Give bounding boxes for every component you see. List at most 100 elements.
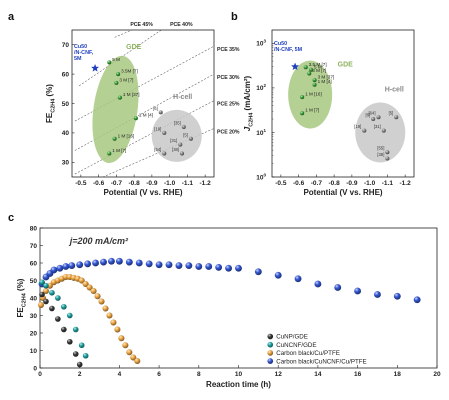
hcell-point: [178, 142, 183, 147]
hcell-point: [385, 150, 390, 155]
series-point-3-ball: [274, 271, 282, 279]
gde-point-ball: [307, 71, 312, 76]
series-point-2-ball: [86, 284, 93, 291]
gde-region: [92, 55, 139, 163]
series-point-0: [54, 316, 61, 322]
series-point-2: [114, 326, 121, 333]
series-point-3: [205, 262, 213, 271]
hcell-point-ball: [188, 136, 194, 141]
series-point-3-ball: [195, 262, 203, 271]
hcell-point: [381, 128, 386, 133]
hcell-point-ball: [394, 115, 399, 120]
panel-letter-b: b: [231, 11, 238, 23]
x-tick-label: 4: [118, 371, 122, 378]
gde-point: [303, 65, 308, 70]
gde-point-ball: [303, 65, 308, 70]
highlight-label: /N-CNF, 5M: [274, 47, 303, 53]
y-tick-label: 70: [30, 243, 38, 250]
legend-marker: [267, 358, 274, 365]
series-point-3-ball: [115, 257, 123, 265]
series-point-3-ball: [205, 262, 213, 271]
y-axis-title: FEC2H4 (%): [45, 84, 57, 123]
series-point-3: [373, 290, 382, 299]
series-point-2-ball: [118, 335, 125, 342]
y-axis-title-sub: C2H4: [22, 292, 28, 307]
hcell-point-label: [6]: [153, 106, 158, 111]
gde-point-label: 5 M: [112, 57, 120, 62]
series-point-3-ball: [50, 266, 58, 274]
series-point-3-ball: [185, 262, 193, 270]
hcell-point-ball: [162, 151, 167, 156]
y-tick-exp: 1: [263, 128, 266, 133]
y-tick-label: 10: [30, 348, 38, 355]
series-point-1: [82, 352, 89, 359]
legend-label: Carbon black/Cu/PTFE: [276, 350, 340, 357]
series-point-3: [107, 257, 116, 265]
series-point-0-ball: [39, 291, 45, 298]
legend-marker: [267, 341, 274, 348]
y-tick-label: 103: [256, 39, 266, 48]
series-point-3-ball: [294, 275, 302, 283]
hcell-point: [394, 115, 399, 120]
panel-a: a PCE 45% PCE 40% PCE 35% PCE 30% PCE 25% PCE …: [8, 11, 240, 197]
hcell-point-ball: [181, 124, 186, 130]
hcell-point: [181, 124, 186, 130]
panel-letter-c: c: [8, 212, 14, 224]
x-tick-label: 18: [394, 371, 402, 378]
x-tick-label: 8: [197, 371, 201, 378]
series-point-2: [98, 298, 105, 305]
hcell-point: [385, 156, 390, 161]
series-point-0: [43, 298, 49, 305]
series-point-1: [78, 342, 85, 349]
series-point-3: [294, 275, 302, 283]
panel-c: c 0 2 4 6 8 10 12 14 16 18 20 0 10 20 30 40 50 60 70 80 React…: [8, 212, 441, 389]
gde-point-label: 3 M [7]: [312, 68, 326, 73]
series-point-3-ball: [68, 262, 76, 270]
x-tick-label: -1.1: [182, 180, 194, 187]
hcell-point: [162, 151, 167, 156]
highlight-label: /N-CNF,: [74, 50, 94, 56]
series-point-3: [62, 262, 70, 271]
gde-point-label: 3.5M [7]: [121, 69, 138, 74]
y-tick-label: 40: [30, 295, 38, 302]
series-point-3: [115, 257, 123, 265]
gde-point-ball: [308, 67, 314, 72]
hcell-point-label: [5]: [183, 132, 188, 137]
gde-point-ball: [114, 80, 119, 86]
y-tick-base: 10: [256, 130, 264, 137]
series-point-2-ball: [114, 326, 121, 333]
y-tick-label: 20: [30, 330, 38, 337]
hcell-point-label: [5]: [389, 111, 394, 116]
series-point-3-ball: [225, 264, 233, 272]
hcell-point-label: [38]: [377, 152, 384, 157]
hcell-point-ball: [162, 130, 167, 136]
x-tick-label: -0.5: [75, 180, 87, 187]
gde-point-label: 1 M [4]: [318, 79, 332, 84]
series-point-0: [66, 338, 73, 345]
series-point-2-ball: [37, 301, 45, 309]
series-point-3: [92, 259, 100, 267]
y-tick-base: 10: [256, 85, 264, 92]
series-point-3: [175, 262, 183, 270]
pce-label: PCE 35%: [217, 47, 240, 53]
hcell-region-label: H-cell: [385, 86, 404, 93]
gde-point-label: 1 M [37]: [123, 92, 140, 97]
highlight-label: Cu50: [74, 44, 87, 50]
y-tick-label: 60: [62, 71, 70, 78]
gde-point: [107, 151, 112, 156]
series-point-3: [314, 280, 322, 288]
series-point-0-ball: [60, 326, 67, 333]
series-point-0: [72, 351, 79, 357]
x-tick-label: -1.2: [200, 180, 212, 187]
x-tick-label: 14: [314, 371, 322, 378]
series-point-1: [66, 312, 73, 319]
y-tick-label: 80: [30, 225, 38, 232]
gde-point-ball: [116, 71, 121, 77]
gde-point-label: 1 M [4]: [139, 113, 153, 118]
y-tick-label: 50: [30, 278, 38, 285]
x-tick-label: 0: [38, 371, 42, 378]
series-point-2-ball: [130, 354, 137, 361]
series-point-3-ball: [62, 262, 70, 271]
pce-label: PCE 30%: [217, 75, 240, 81]
